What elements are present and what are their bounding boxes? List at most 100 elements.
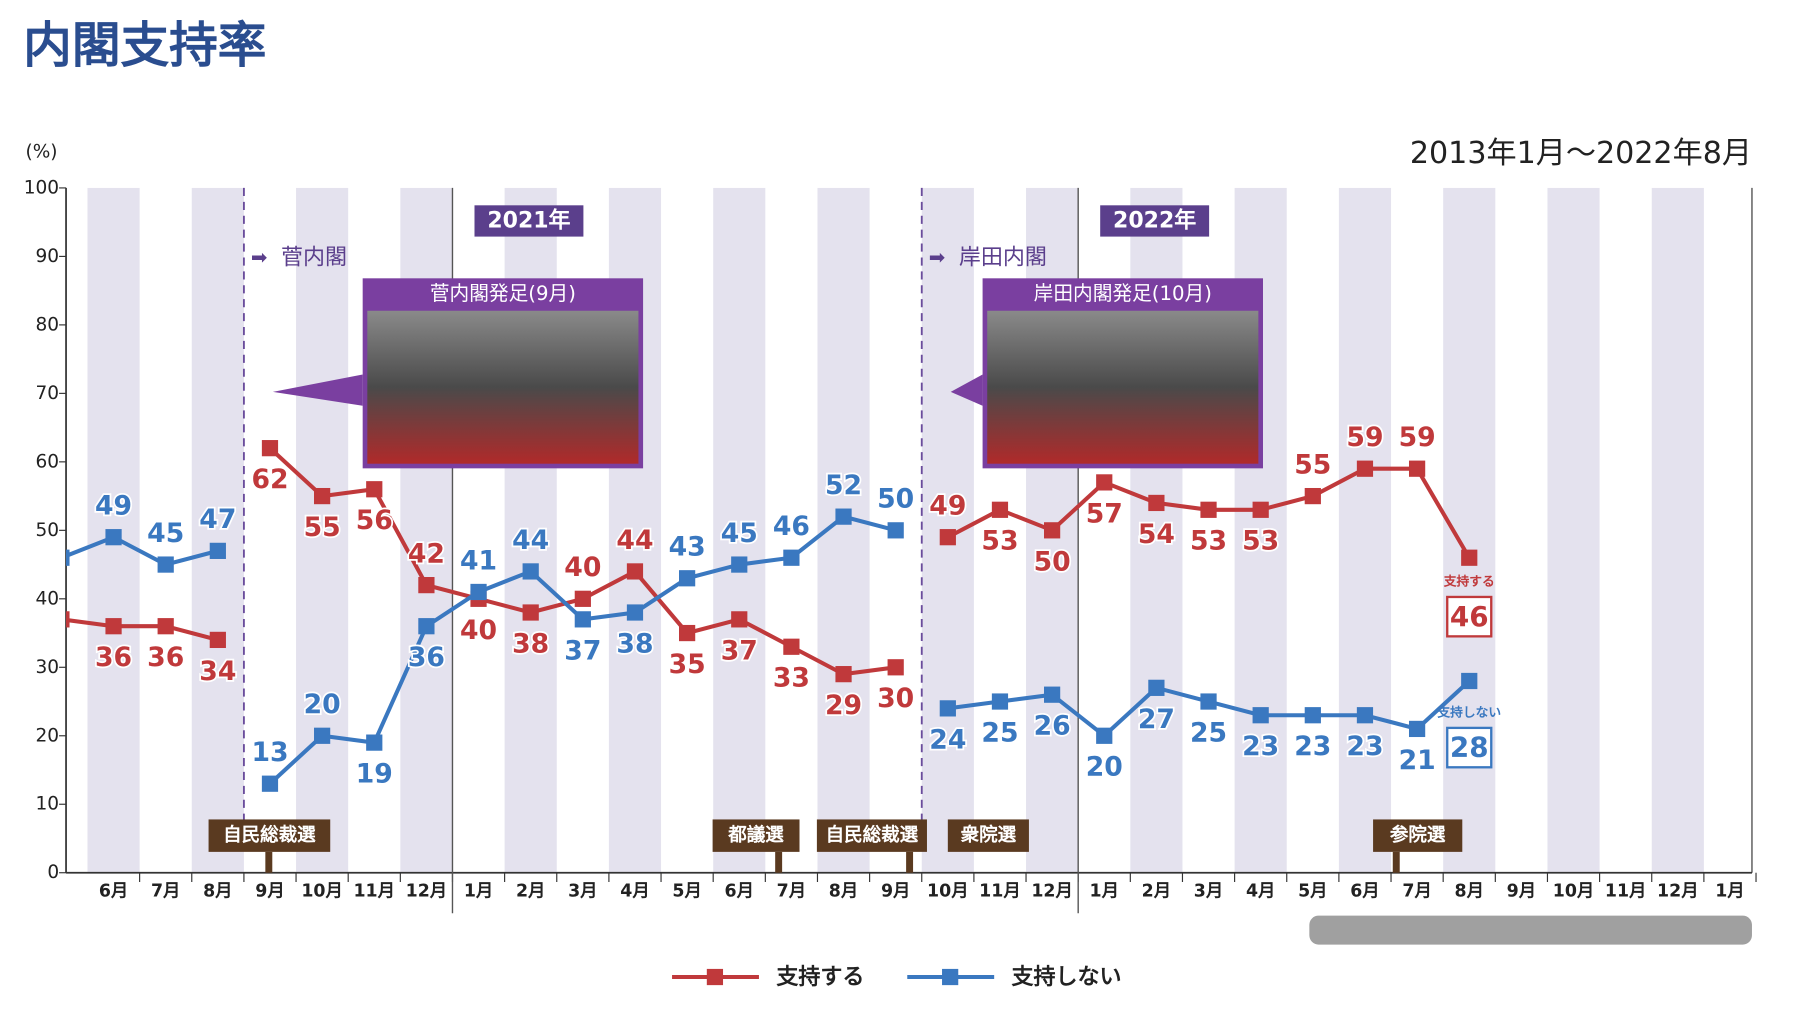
value-label: 27 <box>1138 704 1175 735</box>
end-box <box>1446 726 1493 769</box>
value-label: 44 <box>616 525 653 556</box>
marker <box>157 618 174 635</box>
value-label: 45 <box>147 518 184 549</box>
value-label: 13 <box>251 737 288 768</box>
band <box>296 187 349 873</box>
marker <box>679 570 696 587</box>
x-tick-label: 10月 <box>301 881 343 901</box>
value-label: 36 <box>95 642 132 673</box>
value-label: 46 <box>773 511 810 542</box>
marker <box>1200 501 1217 518</box>
x-tick-label: 5月 <box>1298 881 1327 901</box>
marker <box>939 700 956 717</box>
x-tick-label: 12月 <box>406 881 448 901</box>
value-label: 45 <box>721 518 758 549</box>
value-label: 56 <box>356 505 393 536</box>
event-box <box>947 819 1029 852</box>
event-box <box>712 819 800 852</box>
marker <box>1148 679 1165 696</box>
value-label: 49 <box>95 491 132 522</box>
marker <box>574 611 591 628</box>
value-label: 53 <box>1190 526 1227 557</box>
band <box>1338 187 1392 873</box>
value-label: 26 <box>1034 711 1071 742</box>
value-label: 33 <box>773 663 810 694</box>
marker <box>66 611 70 628</box>
value-label: 62 <box>251 464 288 495</box>
y-tick-label: 80 <box>36 314 60 335</box>
value-label: 42 <box>408 538 445 569</box>
marker <box>105 618 122 635</box>
photo-caption: 岸田内閣発足(10月) <box>1034 282 1212 305</box>
marker <box>835 666 852 683</box>
value-label: 23 <box>1242 731 1279 762</box>
marker <box>1408 720 1426 738</box>
band <box>713 187 766 873</box>
chart-title: 内閣支持率 <box>23 18 266 74</box>
marker <box>522 563 539 580</box>
marker <box>1304 707 1321 724</box>
end-value-label: 28 <box>1450 731 1489 764</box>
x-tick-label: 4月 <box>1246 881 1275 901</box>
band <box>191 187 244 873</box>
y-tick-label: 90 <box>36 246 60 267</box>
value-label: 57 <box>1086 498 1123 529</box>
x-tick-label: 4月 <box>620 881 649 901</box>
event-stem <box>906 851 914 873</box>
scrollbar[interactable] <box>1309 915 1752 945</box>
marker <box>1252 501 1269 518</box>
photo <box>987 310 1259 464</box>
value-label: 59 <box>1346 422 1383 453</box>
value-label: 47 <box>199 504 236 535</box>
marker <box>1200 693 1217 710</box>
value-label: 43 <box>669 532 706 563</box>
value-label: 20 <box>304 689 341 720</box>
value-label: 23 <box>1346 731 1383 762</box>
x-tick-label: 3月 <box>568 881 597 901</box>
marker <box>939 529 956 546</box>
year-label: 2021年 <box>487 208 570 234</box>
marker <box>1096 727 1113 744</box>
event-box <box>208 819 331 852</box>
x-tick-label: 11月 <box>353 881 395 901</box>
value-label: 37 <box>564 635 601 666</box>
x-tick-label: 10月 <box>1553 881 1595 901</box>
marker <box>105 529 122 546</box>
photo <box>367 310 639 464</box>
marker <box>1408 460 1426 477</box>
value-label: 40 <box>564 552 601 583</box>
x-tick-label: 12月 <box>1657 881 1699 901</box>
y-axis-label: (%) <box>25 142 57 163</box>
x-tick-label: 7月 <box>151 881 180 901</box>
x-tick-label: 12月 <box>1031 881 1073 901</box>
marker <box>522 604 539 621</box>
x-tick-label: 7月 <box>777 881 806 901</box>
y-tick-label: 20 <box>36 725 60 746</box>
band <box>1547 187 1600 873</box>
marker <box>626 604 644 621</box>
marker <box>1096 474 1113 491</box>
x-tick-label: 6月 <box>725 881 754 901</box>
x-tick-label: 6月 <box>99 881 128 901</box>
marker <box>157 556 174 573</box>
x-tick-label: 7月 <box>1402 881 1431 901</box>
x-tick-label: 10月 <box>927 881 969 901</box>
marker <box>209 542 226 559</box>
x-tick-label: 5月 <box>672 881 701 901</box>
value-label: 24 <box>929 724 966 755</box>
marker <box>1043 522 1061 539</box>
value-label: 50 <box>1034 546 1071 577</box>
cabinet-label: 岸田内閣 <box>959 246 1047 271</box>
value-label: 34 <box>199 656 236 687</box>
event-label: 参院選 <box>1390 824 1446 846</box>
value-label: 20 <box>1086 752 1123 783</box>
value-label: 21 <box>1399 745 1436 776</box>
marker <box>783 549 800 566</box>
callout-pointer <box>950 374 983 406</box>
event-stem <box>265 851 273 873</box>
value-label: 41 <box>460 545 497 576</box>
legend-label: 支持しない <box>1012 965 1122 990</box>
year-label: 2022年 <box>1113 208 1196 234</box>
marker <box>314 727 331 744</box>
value-label: 44 <box>512 525 549 556</box>
